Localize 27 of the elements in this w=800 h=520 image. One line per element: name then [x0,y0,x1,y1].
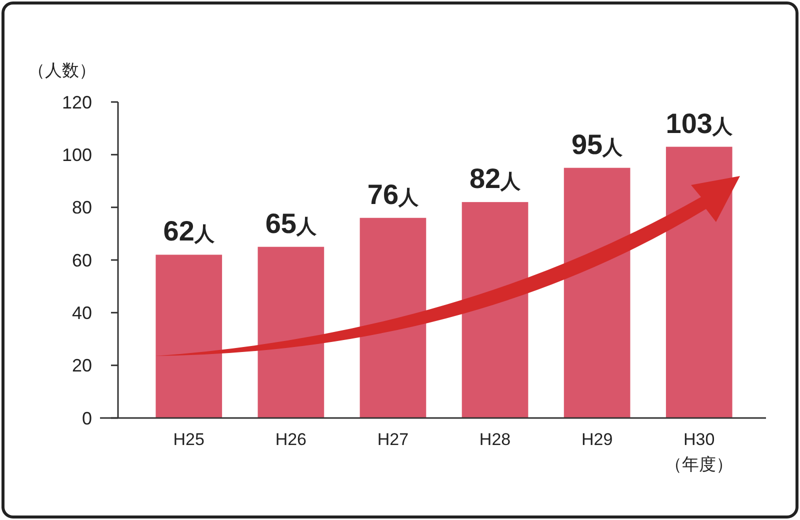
x-tick-label: H28 [479,430,511,449]
bar [360,218,426,418]
y-tick-label: 100 [62,144,92,165]
x-tick-label: H25 [173,430,204,449]
x-tick-label: H27 [377,430,409,449]
y-tick-label: 80 [72,198,92,218]
y-axis-title: （人数） [28,61,96,80]
bar [666,146,732,418]
data-label: 62人 [163,216,216,247]
bar [258,246,324,418]
bar [156,254,222,418]
data-label: 65人 [265,208,318,239]
y-tick-label: 40 [72,302,92,323]
x-tick-label: H30 [684,430,715,449]
y-tick-label: 60 [72,250,92,270]
x-axis-title: （年度） [665,455,734,474]
y-tick-label: 20 [72,356,92,376]
y-tick-label: 120 [62,92,92,112]
x-tick-label: H29 [581,430,613,449]
x-tick-label: H26 [275,430,307,449]
data-label: 103人 [666,108,734,139]
data-label: 76人 [367,178,420,210]
data-label: 95人 [571,128,624,160]
data-label: 82人 [469,163,522,194]
y-tick-label: 0 [82,408,92,428]
bar [564,168,630,418]
bar [462,202,528,418]
